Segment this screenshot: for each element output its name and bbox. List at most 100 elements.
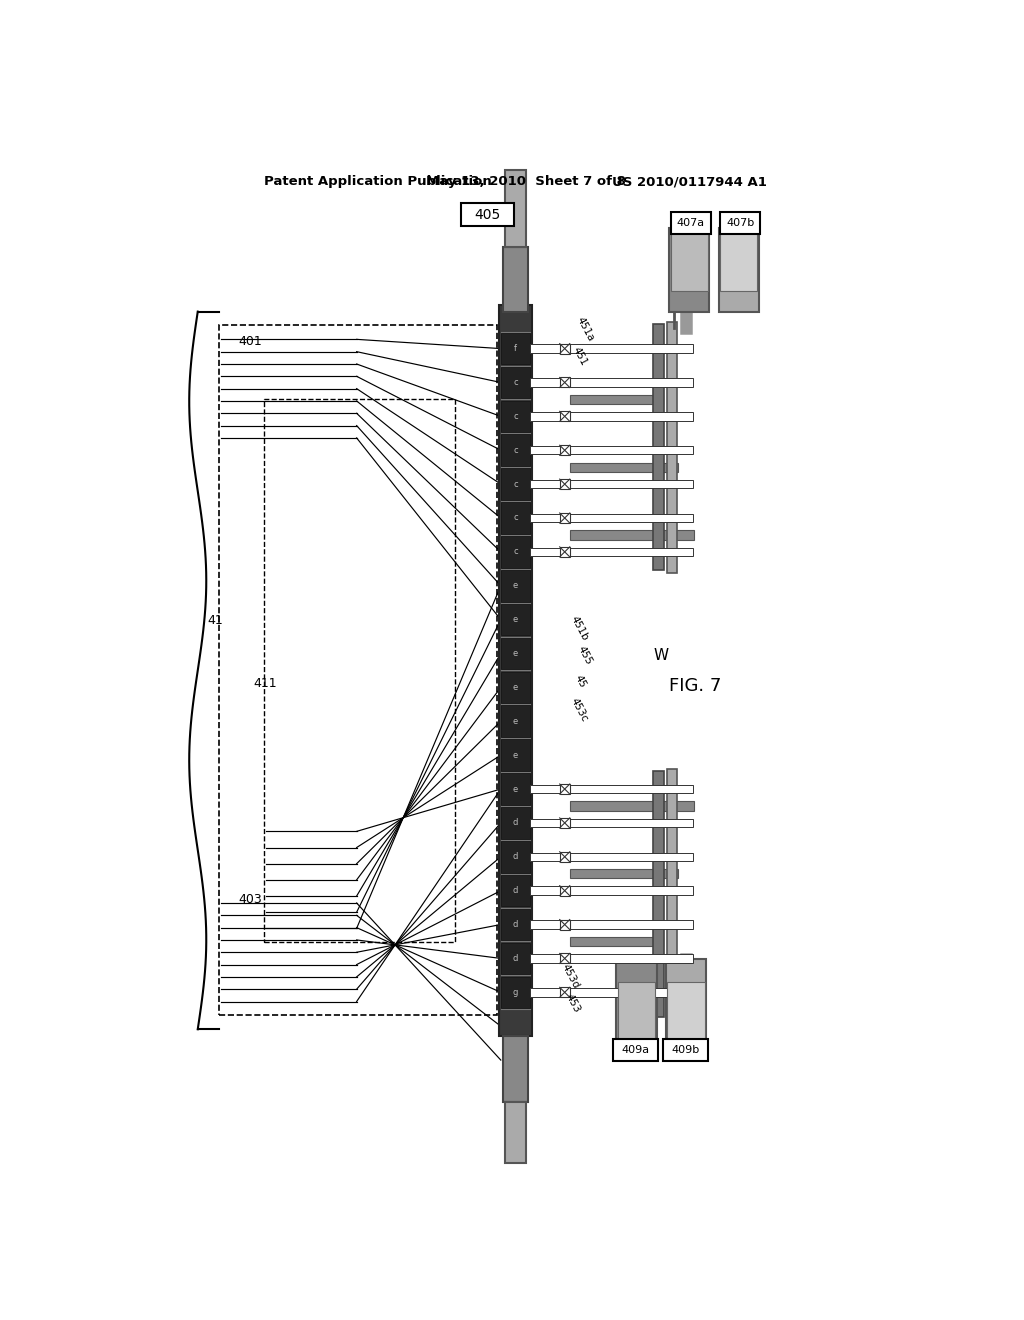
Bar xyxy=(666,960,707,1044)
Text: 451b: 451b xyxy=(569,614,590,642)
Bar xyxy=(461,203,514,226)
Bar xyxy=(530,954,693,962)
Bar xyxy=(530,379,693,387)
Bar xyxy=(560,412,569,421)
Text: d: d xyxy=(513,818,518,828)
Text: 453d: 453d xyxy=(560,962,581,990)
Bar xyxy=(501,502,530,533)
Bar xyxy=(653,323,665,570)
Bar xyxy=(720,213,761,234)
Bar xyxy=(569,869,678,878)
Text: 407a: 407a xyxy=(677,218,705,228)
Bar xyxy=(560,920,569,929)
Bar xyxy=(501,367,530,399)
Bar xyxy=(501,570,530,602)
Bar xyxy=(501,841,530,873)
Text: d: d xyxy=(513,954,518,962)
Text: c: c xyxy=(513,513,518,523)
Text: 455: 455 xyxy=(575,644,593,667)
Text: 401: 401 xyxy=(238,335,262,348)
Text: US 2010/0117944 A1: US 2010/0117944 A1 xyxy=(612,176,767,187)
Bar xyxy=(560,343,569,354)
Bar xyxy=(560,886,569,896)
Bar xyxy=(501,638,530,669)
Bar xyxy=(500,305,531,1036)
Bar xyxy=(560,479,569,490)
Text: e: e xyxy=(513,581,518,590)
Text: 409a: 409a xyxy=(622,1045,649,1055)
Bar xyxy=(560,378,569,388)
Bar xyxy=(669,227,710,313)
Bar xyxy=(560,818,569,828)
Text: 451a: 451a xyxy=(574,315,596,343)
Bar xyxy=(501,807,530,838)
Bar xyxy=(668,982,705,1044)
Bar xyxy=(530,548,693,556)
Bar xyxy=(560,784,569,795)
Bar xyxy=(530,480,693,488)
Bar xyxy=(501,774,530,805)
Text: e: e xyxy=(513,682,518,692)
Bar xyxy=(560,987,569,998)
Bar xyxy=(530,989,693,997)
Bar xyxy=(501,469,530,500)
Bar xyxy=(501,536,530,568)
Text: 453: 453 xyxy=(563,993,582,1015)
Text: 45: 45 xyxy=(572,673,588,689)
Text: 41: 41 xyxy=(207,614,223,627)
Bar xyxy=(530,887,693,895)
Bar xyxy=(501,434,530,466)
Bar xyxy=(719,227,759,313)
Bar xyxy=(569,801,693,810)
Bar xyxy=(667,322,678,573)
Bar xyxy=(613,1039,658,1061)
Text: W: W xyxy=(653,648,669,663)
Bar xyxy=(530,412,693,421)
Bar xyxy=(505,1102,526,1163)
Bar xyxy=(503,247,528,313)
Bar xyxy=(501,400,530,432)
Bar xyxy=(501,977,530,1008)
Bar xyxy=(560,513,569,523)
Bar xyxy=(617,982,655,1044)
Text: e: e xyxy=(513,751,518,759)
Bar xyxy=(671,213,711,234)
Text: d: d xyxy=(513,886,518,895)
Bar xyxy=(530,818,693,828)
Bar xyxy=(530,513,693,523)
Text: d: d xyxy=(513,853,518,861)
Text: g: g xyxy=(513,987,518,997)
Bar xyxy=(501,603,530,635)
Bar xyxy=(560,851,569,862)
Bar xyxy=(569,531,693,540)
Bar xyxy=(505,170,526,247)
Text: 407b: 407b xyxy=(726,218,755,228)
Text: d: d xyxy=(513,920,518,929)
Bar xyxy=(530,920,693,929)
Text: 411: 411 xyxy=(254,677,278,690)
Text: 453c: 453c xyxy=(568,696,589,723)
Bar xyxy=(667,770,678,1022)
Text: e: e xyxy=(513,784,518,793)
Bar xyxy=(569,937,663,946)
Bar xyxy=(501,672,530,704)
Text: May 13, 2010  Sheet 7 of 8: May 13, 2010 Sheet 7 of 8 xyxy=(426,176,627,187)
Bar xyxy=(501,875,530,907)
Bar xyxy=(530,785,693,793)
Bar xyxy=(720,227,758,290)
Text: 451: 451 xyxy=(570,345,589,367)
Bar xyxy=(264,399,455,942)
Text: e: e xyxy=(513,649,518,657)
Text: e: e xyxy=(513,615,518,624)
Bar xyxy=(530,345,693,352)
Text: f: f xyxy=(514,345,517,352)
Bar xyxy=(616,960,656,1044)
Bar xyxy=(503,1036,528,1102)
Text: 409b: 409b xyxy=(671,1045,699,1055)
Text: c: c xyxy=(513,548,518,556)
Bar xyxy=(560,445,569,455)
Text: c: c xyxy=(513,446,518,454)
Bar xyxy=(501,705,530,737)
Bar xyxy=(569,462,678,471)
Bar xyxy=(653,771,665,1016)
